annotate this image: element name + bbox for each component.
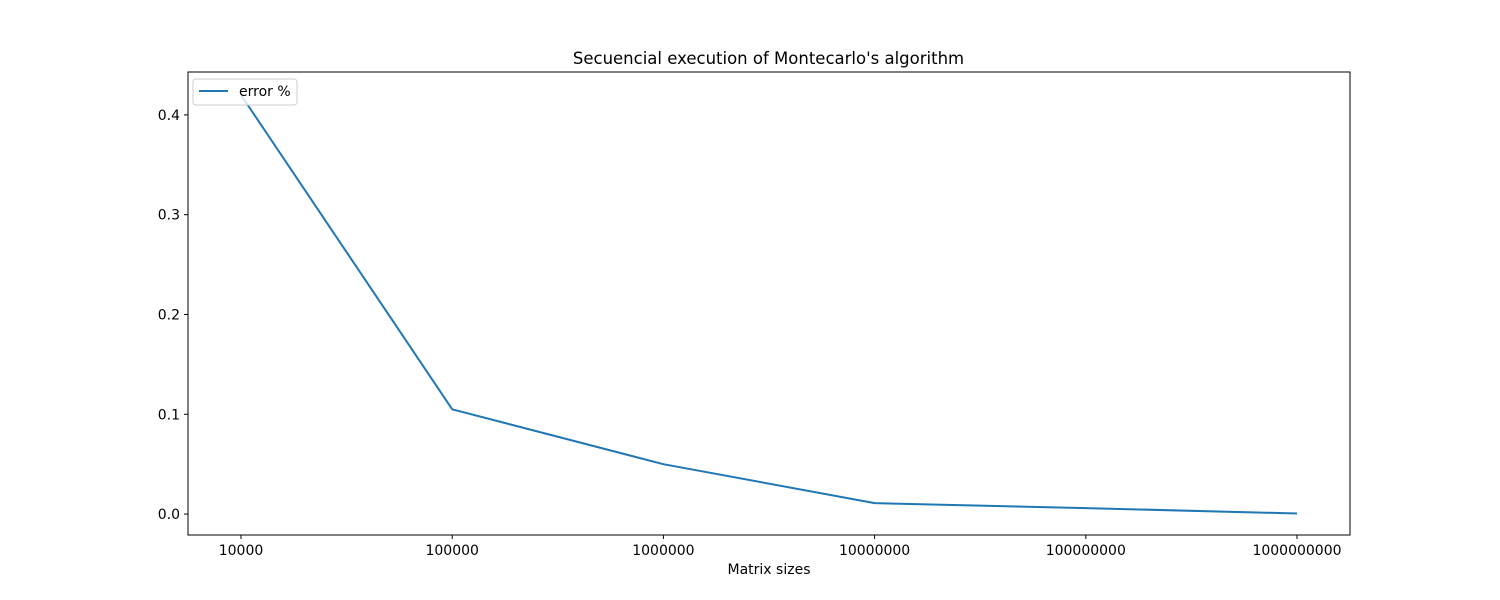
legend-box [192,78,298,106]
x-axis: 10000 100000 1000000 10000000 100000000 10000… [219,535,1342,559]
legend-label: error % [239,84,291,100]
legend: error % [192,78,298,106]
series-line-0 [240,94,1298,515]
x-axis-label: Matrix sizes [728,562,811,578]
x-tick-label: 100000 [425,543,478,559]
x-tick-label: 10000 [219,543,264,559]
y-tick-label: 0.4 [158,108,180,124]
x-tick-label: 10000000 [839,543,910,559]
x-tick-label: 100000000 [1046,543,1126,559]
y-tick-label: 0.0 [158,507,180,523]
x-tick-label: 1000000000 [1252,543,1341,559]
y-tick-label: 0.1 [158,407,180,423]
x-tick-label: 1000000 [632,543,694,559]
y-axis: 0.0 0.1 0.2 0.3 0.4 [158,108,188,523]
plot-frame [187,71,1351,536]
y-tick-label: 0.2 [158,307,180,323]
chart-title: Secuencial execution of Montecarlo's alg… [573,49,964,68]
series-layer [240,94,1298,515]
y-tick-label: 0.3 [158,208,180,224]
